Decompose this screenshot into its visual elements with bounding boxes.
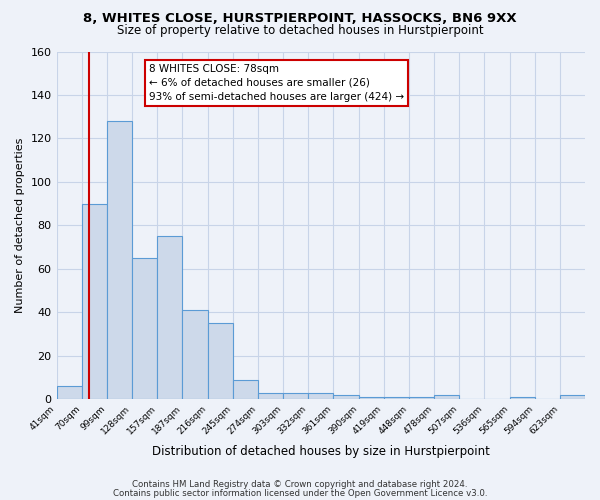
Bar — [208, 323, 233, 399]
Bar — [409, 397, 434, 399]
Bar — [334, 395, 359, 399]
Bar — [107, 121, 132, 399]
Bar — [560, 395, 585, 399]
X-axis label: Distribution of detached houses by size in Hurstpierpoint: Distribution of detached houses by size … — [152, 444, 490, 458]
Bar — [383, 397, 409, 399]
Bar — [157, 236, 182, 399]
Bar — [434, 395, 459, 399]
Bar — [233, 380, 258, 399]
Text: 8 WHITES CLOSE: 78sqm
← 6% of detached houses are smaller (26)
93% of semi-detac: 8 WHITES CLOSE: 78sqm ← 6% of detached h… — [149, 64, 404, 102]
Text: Contains public sector information licensed under the Open Government Licence v3: Contains public sector information licen… — [113, 488, 487, 498]
Bar — [308, 392, 334, 399]
Bar — [509, 397, 535, 399]
Bar — [182, 310, 208, 399]
Text: Size of property relative to detached houses in Hurstpierpoint: Size of property relative to detached ho… — [116, 24, 484, 37]
Bar — [56, 386, 82, 399]
Bar — [258, 392, 283, 399]
Bar — [132, 258, 157, 399]
Bar — [283, 392, 308, 399]
Text: 8, WHITES CLOSE, HURSTPIERPOINT, HASSOCKS, BN6 9XX: 8, WHITES CLOSE, HURSTPIERPOINT, HASSOCK… — [83, 12, 517, 26]
Y-axis label: Number of detached properties: Number of detached properties — [15, 138, 25, 313]
Bar — [82, 204, 107, 399]
Text: Contains HM Land Registry data © Crown copyright and database right 2024.: Contains HM Land Registry data © Crown c… — [132, 480, 468, 489]
Bar — [359, 397, 383, 399]
